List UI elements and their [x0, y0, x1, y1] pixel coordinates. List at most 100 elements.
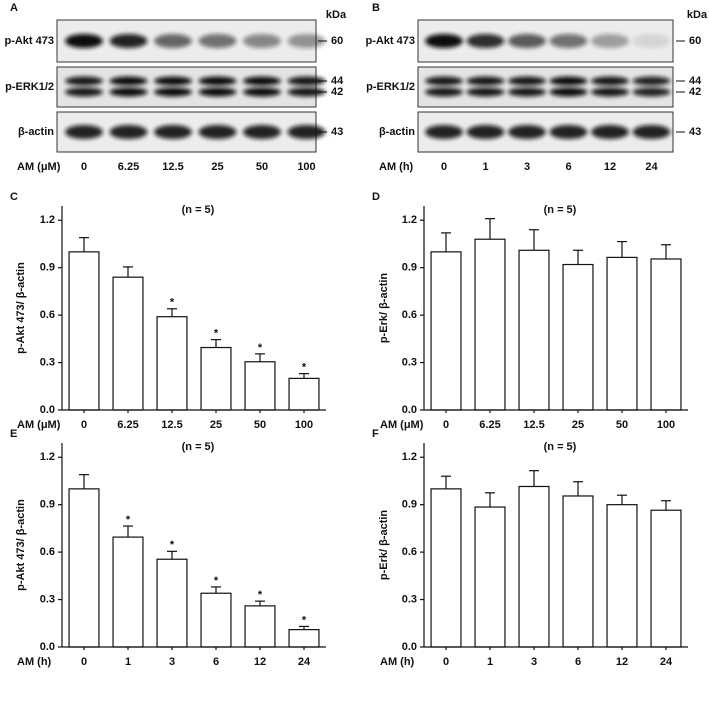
x-axis-label: AM (h): [17, 656, 52, 668]
x-tick-label: 50: [254, 419, 266, 431]
band: [508, 76, 546, 86]
y-axis-label: p-Akt 473/ β-actin: [15, 499, 27, 591]
marker-label: 44: [689, 75, 702, 87]
lane-label: 12.5: [162, 161, 183, 173]
annotation: (n = 5): [182, 441, 215, 453]
bar: [200, 592, 232, 648]
row-label: β-actin: [18, 126, 54, 138]
band: [591, 125, 629, 139]
annotation: (n = 5): [182, 204, 215, 216]
x-tick-label: 100: [295, 419, 313, 431]
y-tick-label: 0.9: [40, 499, 55, 511]
x-tick-label: 100: [657, 419, 675, 431]
row-label: p-ERK1/2: [5, 81, 54, 93]
x-tick-label: 6.25: [479, 419, 500, 431]
y-tick-label: 0.3: [40, 593, 55, 605]
band: [243, 76, 281, 86]
x-tick-label: 6.25: [117, 419, 138, 431]
bar: [562, 263, 594, 411]
x-tick-label: 6: [213, 656, 219, 668]
bar: [518, 485, 550, 648]
band: [109, 125, 148, 139]
y-tick-label: 1.2: [40, 214, 55, 226]
band: [287, 125, 326, 139]
y-tick-label: 0.6: [402, 309, 417, 321]
x-tick-label: 12: [254, 656, 266, 668]
bar: [244, 361, 276, 411]
y-tick-label: 0.6: [40, 309, 55, 321]
band: [466, 125, 505, 139]
y-tick-label: 0.3: [402, 593, 417, 605]
band: [65, 87, 103, 97]
lane-label: 0: [441, 161, 447, 173]
significance-mark: *: [214, 328, 219, 340]
lane-axis-label: AM (μM): [17, 161, 61, 173]
bar: [606, 256, 638, 411]
lane-label: 24: [645, 161, 658, 173]
significance-mark: *: [170, 539, 175, 551]
band: [154, 76, 192, 86]
band: [549, 125, 588, 139]
bar: [68, 488, 100, 648]
band: [109, 76, 148, 86]
band: [198, 34, 237, 48]
y-tick-label: 0.9: [402, 499, 417, 511]
marker-label: 42: [331, 86, 343, 98]
y-tick-label: 0.0: [40, 641, 55, 653]
bar: [474, 506, 506, 648]
y-tick-label: 0.9: [402, 262, 417, 274]
panel-label: B: [372, 2, 380, 14]
bar: [562, 495, 594, 648]
band: [287, 76, 326, 86]
bar: [650, 258, 682, 411]
x-tick-label: 24: [298, 656, 311, 668]
marker-label: 43: [689, 126, 701, 138]
marker-label: 60: [331, 35, 343, 47]
significance-mark: *: [214, 575, 219, 587]
x-tick-label: 12.5: [161, 419, 182, 431]
band: [549, 87, 588, 97]
lane-label: 25: [211, 161, 223, 173]
significance-mark: *: [302, 614, 307, 626]
x-tick-label: 3: [169, 656, 175, 668]
band: [591, 34, 629, 48]
y-tick-label: 0.0: [40, 404, 55, 416]
y-tick-label: 0.0: [402, 404, 417, 416]
band: [508, 87, 546, 97]
annotation: (n = 5): [544, 441, 577, 453]
y-tick-label: 0.0: [402, 641, 417, 653]
unit-label: kDa: [326, 9, 347, 21]
significance-mark: *: [126, 514, 131, 526]
band: [508, 34, 546, 48]
x-axis-label: AM (μM): [380, 419, 424, 431]
band: [65, 125, 103, 139]
bar: [112, 276, 144, 411]
panel-label: A: [10, 2, 18, 14]
band: [287, 87, 326, 97]
marker-label: 60: [689, 35, 701, 47]
lane-label: 3: [524, 161, 530, 173]
marker-label: 43: [331, 126, 343, 138]
blot-box: [56, 66, 317, 108]
x-tick-label: 0: [443, 419, 449, 431]
annotation: (n = 5): [544, 204, 577, 216]
band: [154, 34, 192, 48]
y-tick-label: 0.9: [40, 262, 55, 274]
y-tick-label: 0.3: [402, 356, 417, 368]
band: [198, 87, 237, 97]
lane-label: 6: [565, 161, 571, 173]
band: [243, 34, 281, 48]
y-tick-label: 1.2: [402, 214, 417, 226]
marker-label: 44: [331, 75, 344, 87]
x-tick-label: 24: [660, 656, 673, 668]
x-tick-label: 3: [531, 656, 537, 668]
significance-mark: *: [258, 342, 263, 354]
lane-label: 12: [604, 161, 616, 173]
x-axis-label: AM (μM): [17, 419, 61, 431]
band: [154, 125, 192, 139]
bar: [518, 249, 550, 411]
bar: [68, 251, 100, 411]
significance-mark: *: [170, 297, 175, 309]
band: [243, 125, 281, 139]
